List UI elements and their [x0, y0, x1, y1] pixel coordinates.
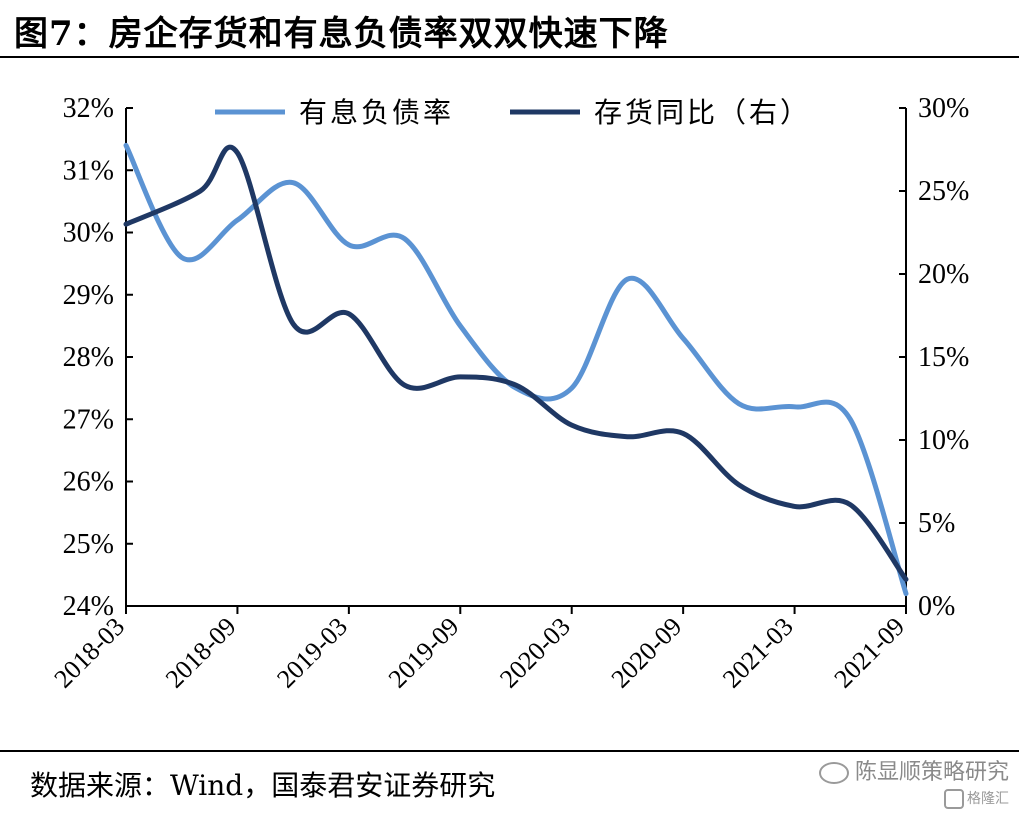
series-line-interest-debt-ratio: [123, 142, 909, 597]
chart-axes: 24% 25% 26% 27% 28% 29% 30% 31% 32% 0% 5% 10% 15% 20%…: [48, 93, 969, 694]
x-tick-label: 2019-03: [271, 612, 353, 694]
legend-item-interest-debt-ratio: 有息负债率: [215, 97, 454, 129]
x-tick-label: 2021-09: [828, 612, 910, 694]
title-rule: [0, 56, 1019, 58]
x-tick-label: 2018-03: [48, 612, 130, 694]
y-right-tick-label: 10%: [918, 425, 969, 456]
y-left-tick-label: 26%: [63, 467, 114, 498]
gelonghui-logo: [944, 789, 964, 809]
figure-title: 图7：房企存货和有息负债率双双快速下降: [14, 14, 669, 54]
x-tick-label: 2021-03: [717, 612, 799, 694]
y-right-tick-label: 15%: [918, 342, 969, 373]
series-line-inventory-yoy: [123, 144, 909, 582]
y-right-tick-label: 30%: [918, 93, 969, 124]
legend-label: 存货同比（右）: [594, 97, 811, 129]
chart-legend: 有息负债率 存货同比（右）: [215, 97, 811, 129]
y-left-tick-label: 29%: [63, 280, 114, 311]
legend-item-inventory-yoy: 存货同比（右）: [510, 97, 811, 129]
x-tick-label: 2020-03: [494, 612, 576, 694]
chart-series: [123, 142, 909, 597]
legend-label: 有息负债率: [299, 97, 454, 129]
y-left-tick-label: 31%: [63, 155, 114, 186]
x-tick-label: 2019-09: [383, 612, 465, 694]
source-rule: [0, 750, 1019, 752]
y-left-tick-label: 32%: [63, 93, 114, 124]
y-left-tick-label: 30%: [63, 218, 114, 249]
watermark-account: 陈显顺策略研究: [854, 760, 1009, 785]
y-left-tick-label: 28%: [63, 342, 114, 373]
y-left-tick-label: 27%: [63, 404, 114, 435]
watermark: 陈显顺策略研究 格隆汇: [818, 760, 1009, 812]
wechat-icon: [818, 762, 849, 784]
y-right-tick-label: 0%: [918, 591, 955, 622]
data-source-note: 数据来源：Wind，国泰君安证券研究: [30, 769, 496, 802]
y-right-tick-label: 20%: [918, 259, 969, 290]
y-right-tick-label: 5%: [918, 508, 955, 539]
watermark-platform: 格隆汇: [967, 791, 1009, 807]
y-left-tick-label: 24%: [63, 591, 114, 622]
line-chart: 24% 25% 26% 27% 28% 29% 30% 31% 32% 0% 5% 10% 15% 20%…: [48, 93, 969, 694]
x-tick-label: 2018-09: [160, 612, 242, 694]
x-tick-label: 2020-09: [606, 612, 688, 694]
y-left-tick-label: 25%: [63, 529, 114, 560]
y-right-tick-label: 25%: [918, 176, 969, 207]
platform-watermark: 格隆汇: [819, 786, 1009, 812]
